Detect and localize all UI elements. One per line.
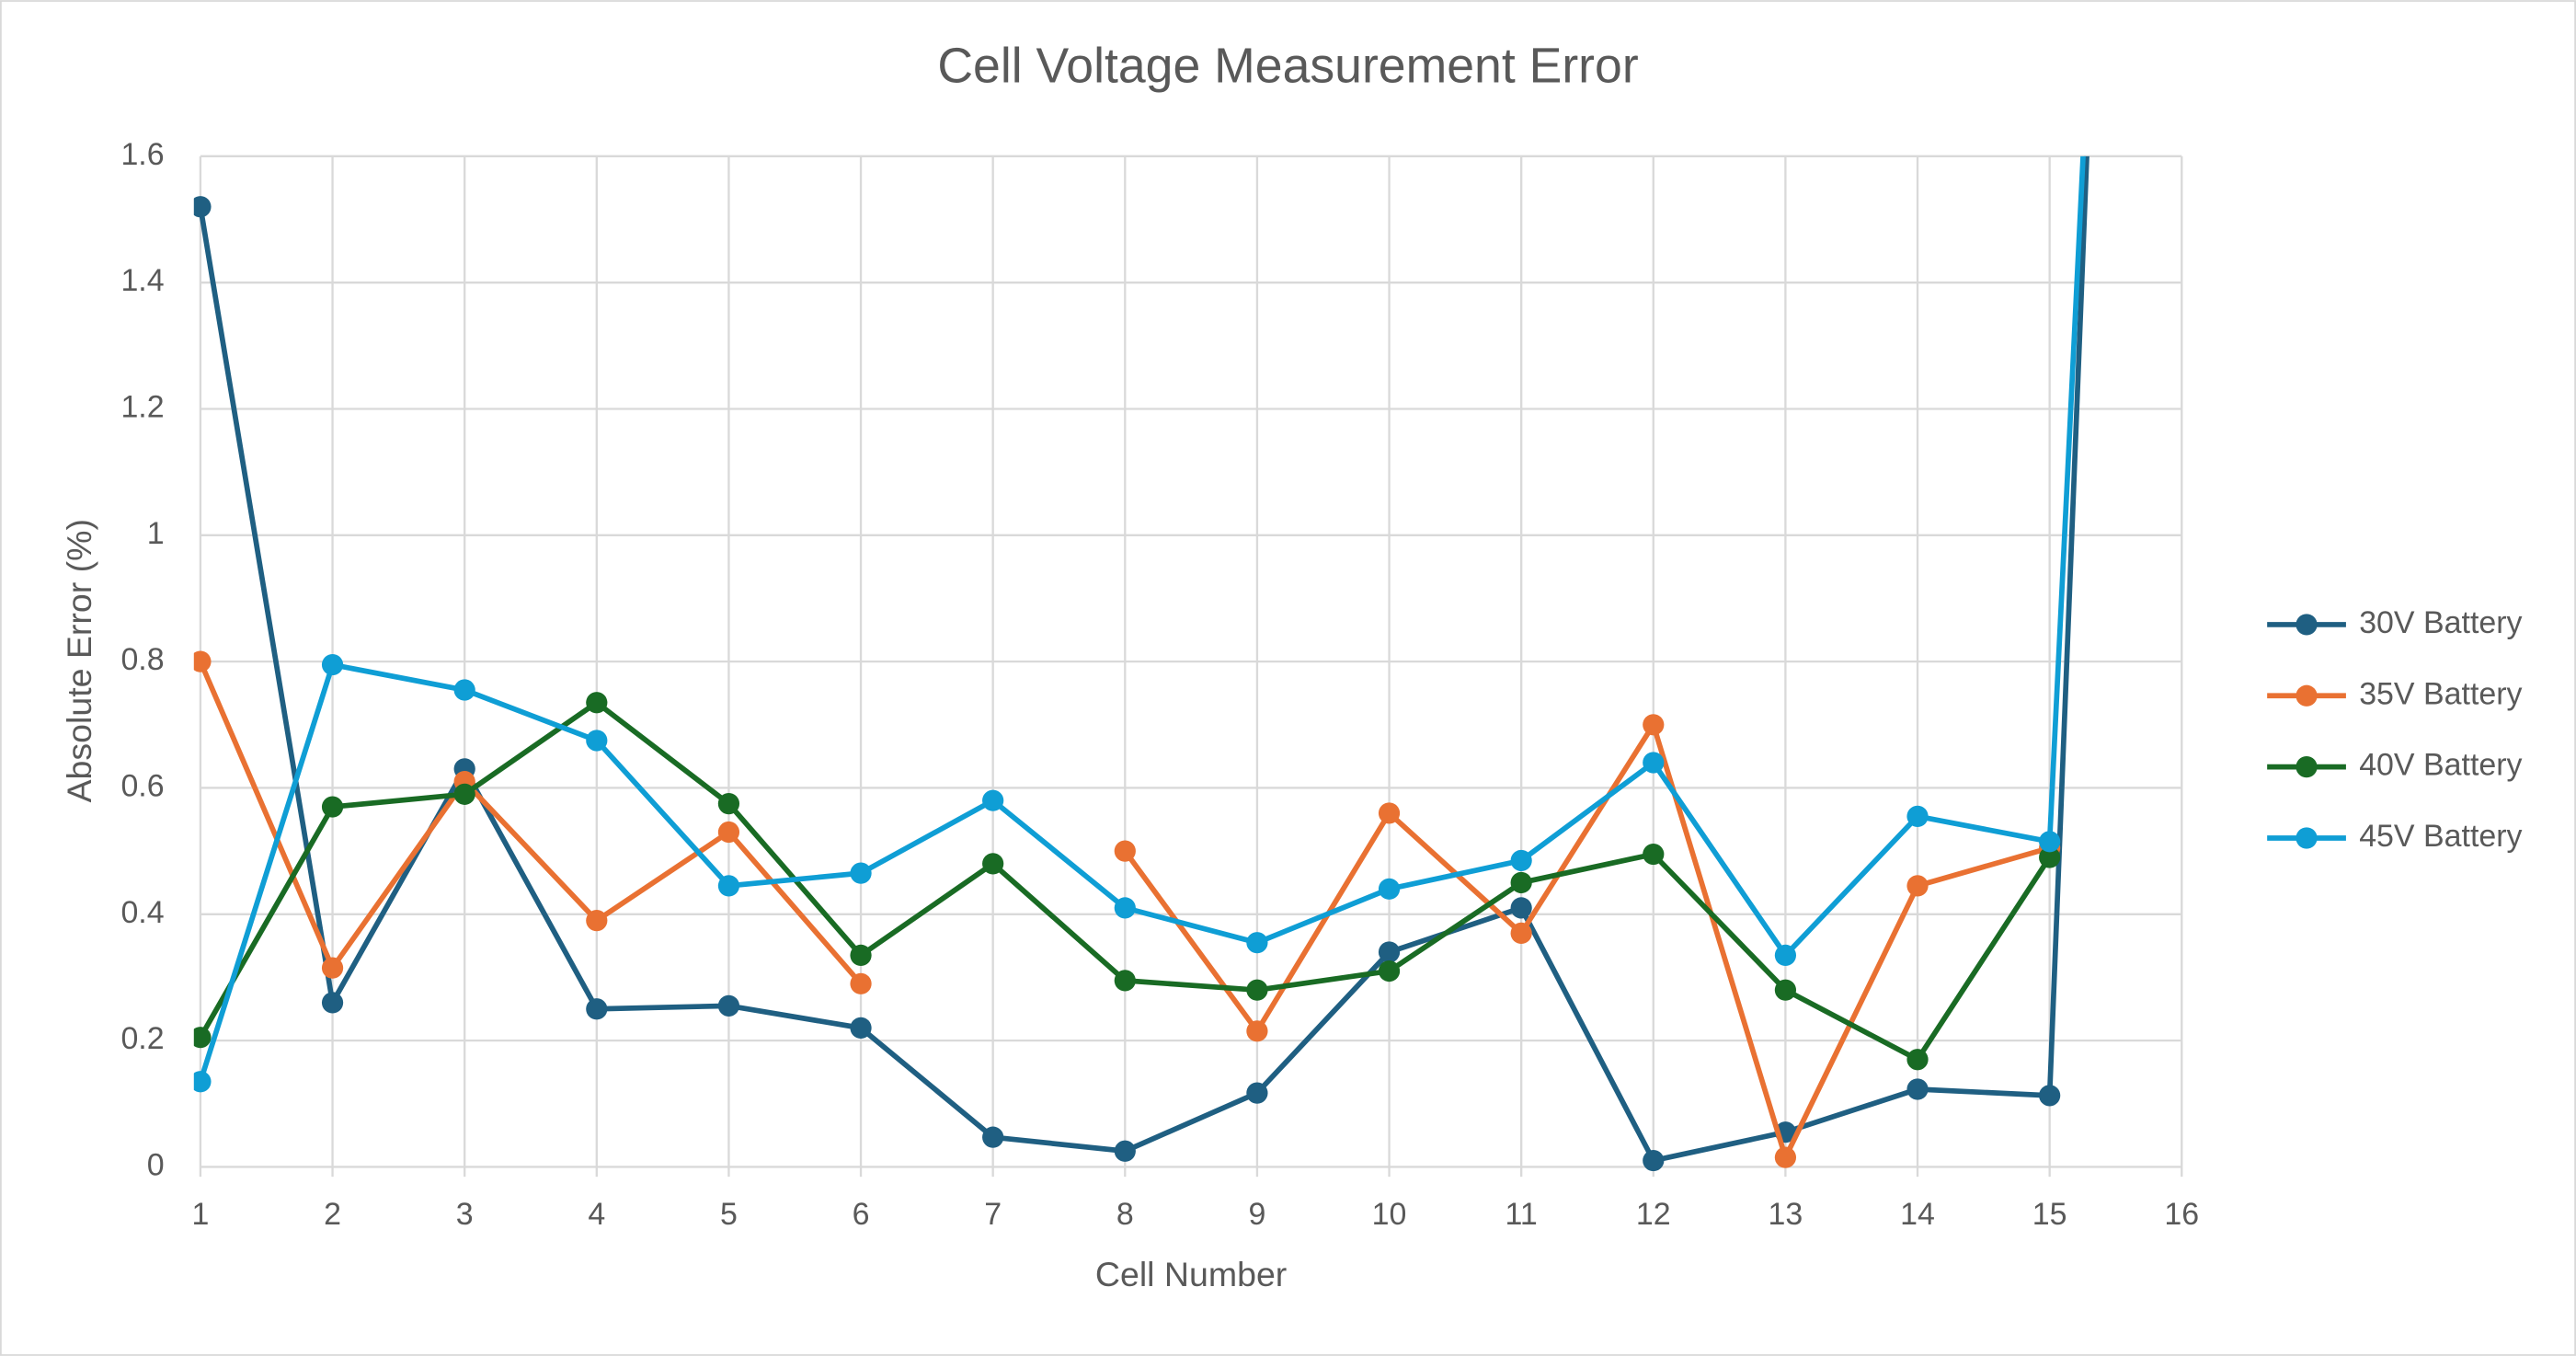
data-point — [1510, 922, 1532, 944]
data-point — [1643, 1149, 1665, 1172]
data-point — [1246, 979, 1268, 1001]
data-point — [321, 653, 344, 676]
x-tick-label: 11 — [1506, 1197, 1538, 1232]
data-point — [193, 1071, 212, 1093]
y-tick-label: 0 — [147, 1147, 165, 1182]
data-point — [1114, 840, 1136, 862]
data-point — [1643, 752, 1665, 774]
y-tick-label: 1 — [147, 516, 165, 551]
data-point — [586, 910, 608, 932]
data-point — [717, 875, 740, 897]
legend-marker — [2296, 756, 2318, 778]
data-point — [453, 679, 475, 701]
data-point — [1906, 1078, 1929, 1100]
data-point — [850, 862, 872, 884]
chart-title: Cell Voltage Measurement Error — [937, 38, 1638, 93]
data-point — [586, 998, 608, 1020]
data-point — [1378, 878, 1401, 900]
data-point — [193, 196, 212, 218]
data-point — [850, 972, 872, 994]
data-point — [982, 853, 1004, 875]
x-tick-label: 7 — [984, 1197, 1002, 1232]
data-point — [1510, 897, 1532, 919]
x-tick-label: 5 — [720, 1197, 738, 1232]
data-point — [1114, 897, 1136, 919]
plot-area — [193, 155, 2089, 1172]
x-tick-label: 2 — [324, 1197, 341, 1232]
data-point — [1510, 849, 1532, 872]
legend-label: 35V Battery — [2359, 676, 2522, 711]
data-point — [321, 796, 344, 818]
legend-label: 30V Battery — [2359, 605, 2522, 640]
x-tick-label: 6 — [853, 1197, 870, 1232]
legend-marker — [2296, 684, 2318, 707]
data-point — [1246, 1082, 1268, 1104]
data-point — [1774, 979, 1797, 1001]
data-point — [1378, 960, 1401, 983]
legend-marker — [2296, 614, 2318, 636]
y-tick-label: 0.4 — [120, 895, 164, 930]
x-axis-title: Cell Number — [1095, 1255, 1287, 1293]
data-point — [1510, 871, 1532, 894]
data-point — [453, 783, 475, 805]
series-line — [198, 661, 2051, 1160]
data-point — [982, 1126, 1004, 1148]
x-tick-label: 14 — [1900, 1197, 1935, 1232]
data-point — [717, 793, 740, 815]
data-point — [321, 992, 344, 1014]
series-line — [198, 155, 2089, 1164]
data-point — [1378, 802, 1401, 824]
series-line — [198, 155, 2086, 1083]
y-tick-label: 0.2 — [120, 1021, 164, 1056]
y-tick-label: 1.4 — [120, 263, 164, 298]
x-tick-label: 15 — [2032, 1197, 2067, 1232]
data-point — [717, 821, 740, 844]
data-point — [2039, 846, 2061, 868]
y-tick-label: 0.8 — [120, 642, 164, 677]
data-point — [1246, 1020, 1268, 1042]
x-tick-label: 9 — [1248, 1197, 1265, 1232]
x-tick-label: 3 — [456, 1197, 474, 1232]
legend: 30V Battery 35V Battery 40V Battery 45V Bat… — [2267, 605, 2523, 854]
legend-label: 40V Battery — [2359, 748, 2522, 783]
y-tick-label: 1.6 — [120, 137, 164, 172]
x-tick-label: 16 — [2164, 1197, 2199, 1232]
data-point — [2039, 831, 2061, 853]
data-point — [321, 957, 344, 979]
data-point — [193, 650, 212, 672]
legend-label: 45V Battery — [2359, 819, 2522, 854]
data-point — [1643, 714, 1665, 736]
data-point — [586, 730, 608, 752]
x-tick-label: 8 — [1116, 1197, 1134, 1232]
data-point — [1906, 875, 1929, 897]
x-tick-label: 13 — [1769, 1197, 1803, 1232]
data-point — [982, 789, 1004, 811]
data-point — [1114, 970, 1136, 992]
y-tick-label: 1.2 — [120, 389, 164, 424]
data-point — [717, 994, 740, 1017]
data-point — [850, 1017, 872, 1039]
x-tick-label: 10 — [1372, 1197, 1407, 1232]
legend-marker — [2296, 827, 2318, 849]
y-axis-title: Absolute Error (%) — [60, 519, 98, 802]
x-tick-label: 4 — [588, 1197, 605, 1232]
data-point — [586, 692, 608, 714]
x-tick-label: 12 — [1636, 1197, 1671, 1232]
data-point — [1774, 1146, 1797, 1168]
data-point — [1643, 843, 1665, 866]
data-point — [1114, 1140, 1136, 1162]
data-point — [1378, 941, 1401, 963]
data-point — [850, 944, 872, 967]
data-point — [1246, 932, 1268, 954]
data-point — [1906, 1049, 1929, 1071]
data-point — [2039, 1085, 2061, 1107]
data-point — [193, 1027, 212, 1049]
data-point — [1774, 944, 1797, 967]
y-tick-label: 0.6 — [120, 768, 164, 803]
data-point — [1906, 805, 1929, 827]
x-tick-label: 1 — [191, 1197, 209, 1232]
